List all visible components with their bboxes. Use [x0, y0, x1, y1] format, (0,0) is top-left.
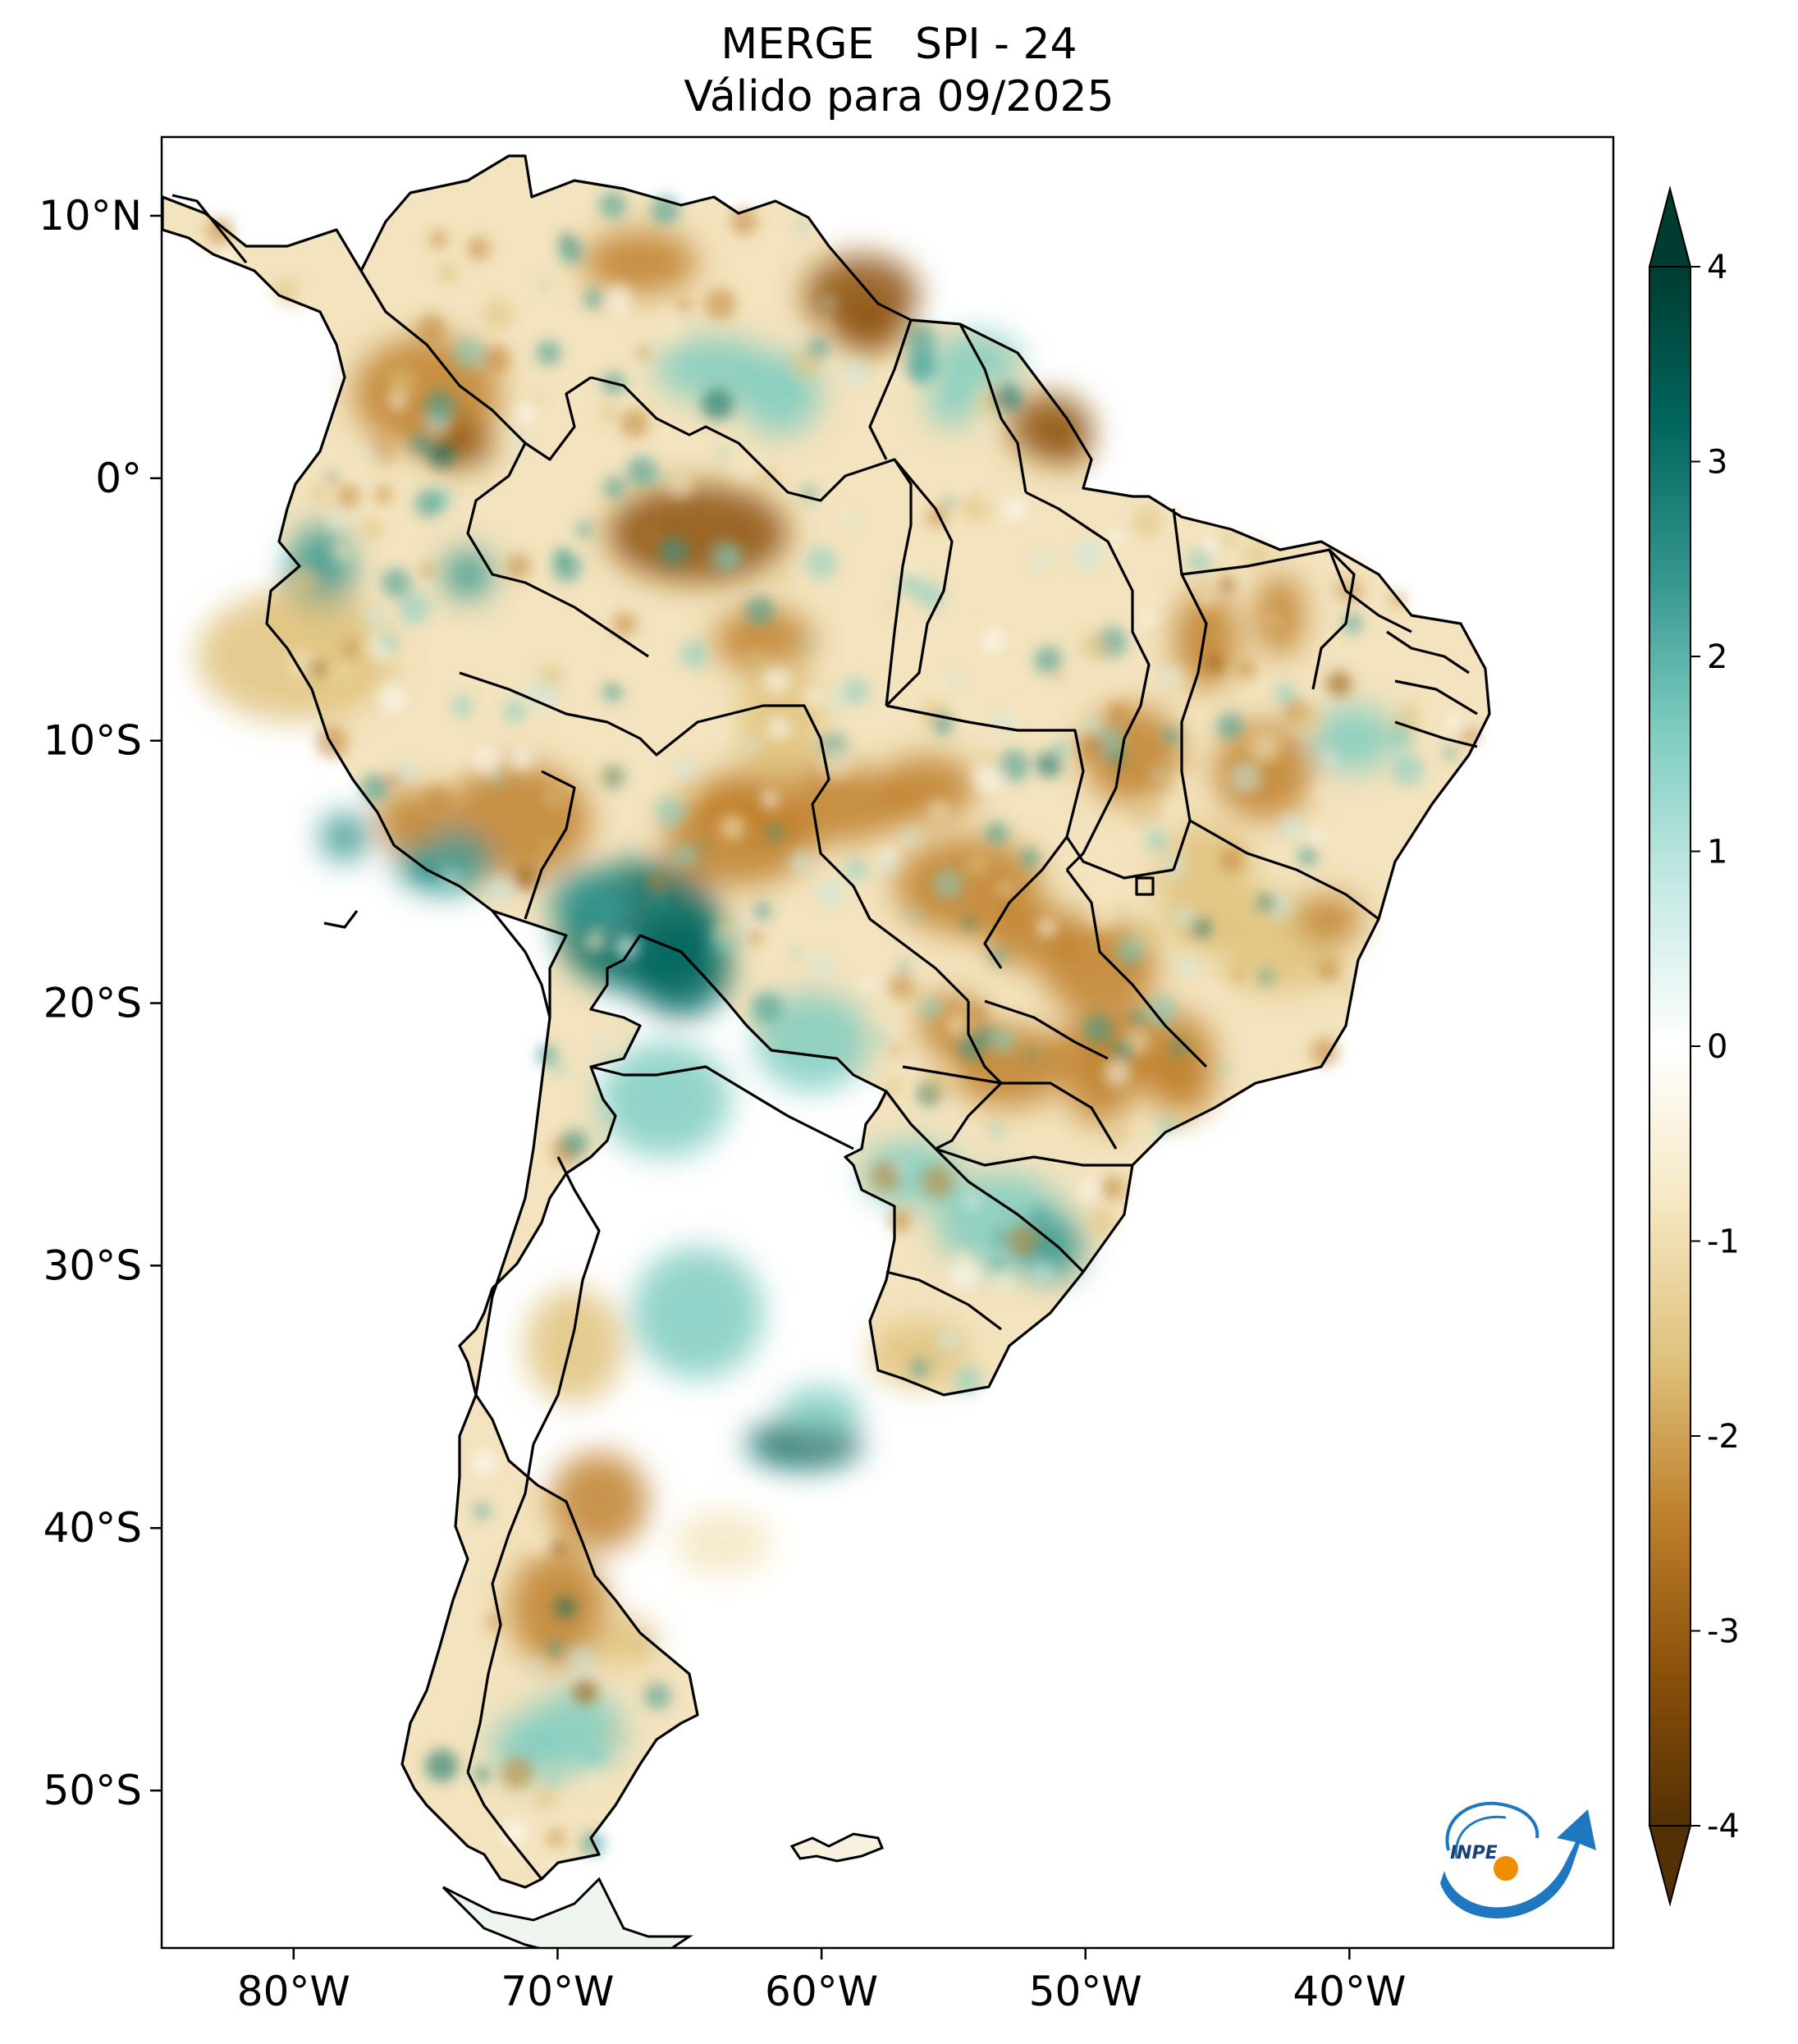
- border-line: [323, 910, 359, 929]
- colorbar-tick-label: 0: [1707, 1028, 1727, 1066]
- lon-tick-label: 70°W: [501, 1968, 614, 2015]
- lat-tick-label: 10°N: [39, 192, 142, 240]
- border-line: [1025, 491, 1151, 739]
- border-line: [1172, 508, 1208, 871]
- colorbar-extend-max: [1648, 185, 1692, 268]
- logo-text: INPE: [1450, 1843, 1498, 1863]
- border-line: [466, 1772, 543, 1880]
- border-line: [1394, 679, 1478, 716]
- colorbar-tick-label: 1: [1707, 834, 1727, 871]
- border-line: [811, 738, 970, 1003]
- lat-tick-label: 40°S: [43, 1504, 142, 1552]
- map-frame: [160, 135, 1615, 1950]
- border-line: [1328, 549, 1412, 633]
- colorbar-tick-label: 3: [1707, 444, 1727, 482]
- inpe-logo: INPE: [1440, 1801, 1596, 1918]
- logo-swoosh-inner: [1454, 1815, 1507, 1859]
- border-line: [902, 1065, 1118, 1150]
- border-line: [1065, 836, 1174, 880]
- border-line: [359, 270, 592, 461]
- spi-anomaly-patches: [197, 230, 1395, 1781]
- border-line: [491, 910, 551, 1018]
- border-line: [885, 704, 1085, 969]
- country-borders: [162, 154, 1491, 1889]
- border-line: [876, 1091, 888, 1109]
- colorbar: 4 3 2 1 0 -1 -2 -3 -4: [1648, 185, 1740, 1907]
- logo-arc-arrow: [1440, 1809, 1596, 1918]
- title-line-1: MERGE SPI - 24: [721, 20, 1077, 69]
- border-line: [590, 376, 913, 706]
- lon-tick-label: 80°W: [237, 1968, 350, 2015]
- latitude-axis: 10°N 0° 10°S 20°S 30°S 40°S 50°S: [39, 192, 162, 1814]
- lat-tick-label: 10°S: [43, 717, 142, 765]
- border-line: [1181, 548, 1356, 690]
- border-line: [1065, 869, 1208, 1068]
- colorbar-extend-min: [1648, 1825, 1692, 1907]
- border-line: [1386, 630, 1470, 674]
- lat-tick-label: 20°S: [43, 980, 142, 1027]
- longitude-axis: 80°W 70°W 60°W 50°W 40°W: [237, 1948, 1406, 2015]
- border-line: [590, 1065, 854, 1150]
- border-line: [466, 1443, 535, 1773]
- border-line: [868, 319, 913, 460]
- tierra-del-fuego: [441, 1877, 693, 1948]
- title-line-2: Válido para 09/2025: [684, 72, 1114, 121]
- border-line: [1394, 720, 1478, 748]
- colorbar-gradient: [1649, 267, 1690, 1826]
- border-line: [958, 323, 1027, 493]
- lon-tick-label: 60°W: [765, 1968, 878, 2015]
- lat-tick-label: 0°: [95, 455, 142, 502]
- lat-tick-label: 50°S: [43, 1767, 142, 1814]
- border-line: [885, 1270, 1002, 1331]
- border-line: [967, 1001, 1003, 1085]
- border-line: [459, 671, 822, 757]
- border-line: [524, 770, 576, 920]
- colorbar-tick-label: 4: [1707, 249, 1727, 286]
- map-title: MERGE SPI - 24 Válido para 09/2025: [0, 18, 1798, 123]
- colorbar-tick-label: -1: [1707, 1223, 1740, 1261]
- lon-tick-label: 50°W: [1029, 1968, 1142, 2015]
- border-line: [935, 1081, 1003, 1150]
- colorbar-tick-label: 2: [1707, 638, 1727, 676]
- border-line: [639, 934, 706, 978]
- lat-tick-label: 30°S: [43, 1241, 142, 1289]
- falklands-islands: [789, 1832, 884, 1863]
- border-line: [885, 1091, 1132, 1167]
- border-line: [466, 442, 649, 658]
- logo-swoosh-outline: [1445, 1801, 1540, 1851]
- border-line: [172, 194, 248, 263]
- border-line: [1189, 819, 1379, 921]
- border-line: [885, 458, 954, 707]
- colorbar-tick-label: -2: [1707, 1418, 1740, 1456]
- border-line: [984, 999, 1109, 1060]
- border-line: [532, 1156, 601, 1445]
- colorbar-tick-label: -4: [1707, 1808, 1740, 1845]
- coastline: [162, 154, 1491, 1889]
- border-line: [1135, 876, 1155, 896]
- lon-tick-label: 40°W: [1292, 1968, 1406, 2015]
- border-line: [934, 1147, 1085, 1273]
- colorbar-tick-label: -3: [1707, 1613, 1740, 1651]
- logo-orange-dot: [1494, 1856, 1518, 1881]
- map-area: [162, 137, 1613, 1948]
- border-line: [1065, 738, 1126, 871]
